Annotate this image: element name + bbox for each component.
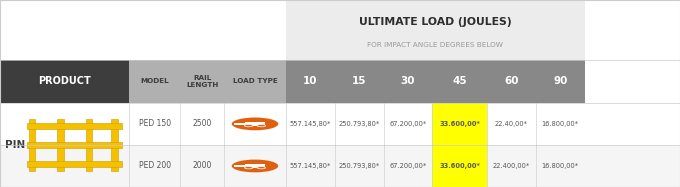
Text: 557.145,80*: 557.145,80* <box>290 121 330 127</box>
Circle shape <box>257 167 265 169</box>
Circle shape <box>232 117 278 130</box>
Text: 67.200,00*: 67.200,00* <box>390 163 426 169</box>
Text: 30: 30 <box>401 76 415 86</box>
FancyBboxPatch shape <box>0 0 286 60</box>
Text: PED 150: PED 150 <box>139 119 171 128</box>
FancyBboxPatch shape <box>286 0 585 60</box>
FancyBboxPatch shape <box>432 60 487 103</box>
FancyBboxPatch shape <box>245 164 265 168</box>
Text: 2500: 2500 <box>192 119 212 128</box>
Text: FOR IMPACT ANGLE DEGREES BELOW: FOR IMPACT ANGLE DEGREES BELOW <box>367 42 503 48</box>
Text: 45: 45 <box>452 76 467 86</box>
Circle shape <box>257 125 265 127</box>
Circle shape <box>232 160 278 172</box>
Text: 22.400,00*: 22.400,00* <box>493 163 530 169</box>
FancyBboxPatch shape <box>234 165 245 166</box>
Text: ULTIMATE LOAD (JOULES): ULTIMATE LOAD (JOULES) <box>359 16 511 27</box>
Text: 557.145,80*: 557.145,80* <box>290 163 330 169</box>
FancyBboxPatch shape <box>0 145 680 187</box>
FancyBboxPatch shape <box>57 119 64 171</box>
FancyBboxPatch shape <box>245 122 265 126</box>
FancyBboxPatch shape <box>0 60 129 103</box>
Text: 15: 15 <box>352 76 367 86</box>
Text: RAIL
LENGTH: RAIL LENGTH <box>186 75 218 88</box>
Text: 250.793,80*: 250.793,80* <box>339 121 379 127</box>
Text: PRODUCT: PRODUCT <box>38 76 91 86</box>
Circle shape <box>245 167 253 169</box>
Text: 16.800,00*: 16.800,00* <box>542 121 579 127</box>
Text: 33.600,00*: 33.600,00* <box>439 163 480 169</box>
Text: 2000: 2000 <box>192 161 212 171</box>
FancyBboxPatch shape <box>432 103 487 145</box>
FancyBboxPatch shape <box>112 119 118 171</box>
Text: 16.800,00*: 16.800,00* <box>542 163 579 169</box>
Circle shape <box>245 125 253 127</box>
FancyBboxPatch shape <box>335 60 384 103</box>
FancyBboxPatch shape <box>487 60 536 103</box>
Text: MODEL: MODEL <box>140 78 169 84</box>
FancyBboxPatch shape <box>286 60 335 103</box>
FancyBboxPatch shape <box>0 103 680 145</box>
FancyBboxPatch shape <box>224 60 286 103</box>
Text: ◉: ◉ <box>250 117 260 130</box>
FancyBboxPatch shape <box>234 124 245 125</box>
Text: ◉: ◉ <box>250 160 260 172</box>
FancyBboxPatch shape <box>432 145 487 187</box>
FancyBboxPatch shape <box>536 60 585 103</box>
FancyBboxPatch shape <box>234 123 245 124</box>
Text: 90: 90 <box>553 76 568 86</box>
FancyBboxPatch shape <box>86 119 92 171</box>
Text: 22.40,00*: 22.40,00* <box>495 121 528 127</box>
FancyBboxPatch shape <box>27 142 122 148</box>
Text: LOAD TYPE: LOAD TYPE <box>233 78 277 84</box>
FancyBboxPatch shape <box>29 119 35 171</box>
Text: 60: 60 <box>504 76 519 86</box>
Text: 10: 10 <box>303 76 318 86</box>
Text: 33.600,00*: 33.600,00* <box>439 121 480 127</box>
FancyBboxPatch shape <box>129 60 180 103</box>
Text: PED 200: PED 200 <box>139 161 171 171</box>
FancyBboxPatch shape <box>234 166 245 167</box>
FancyBboxPatch shape <box>27 161 122 167</box>
Text: 67.200,00*: 67.200,00* <box>390 121 426 127</box>
Text: 250.793,80*: 250.793,80* <box>339 163 379 169</box>
FancyBboxPatch shape <box>180 60 224 103</box>
FancyBboxPatch shape <box>384 60 432 103</box>
FancyBboxPatch shape <box>27 123 122 129</box>
Text: PIN: PIN <box>5 140 26 150</box>
